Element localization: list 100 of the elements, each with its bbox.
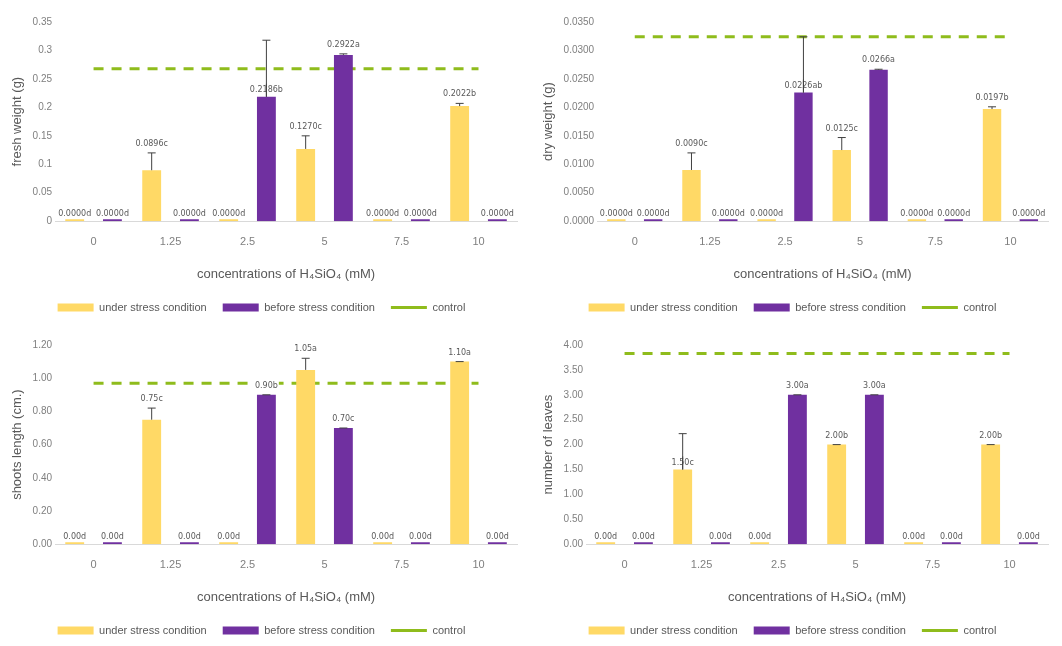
data-label: 0.00d [100,532,124,542]
y-tick-label: 0.25 [32,72,53,84]
data-label: 0.0000d [95,209,129,219]
data-label: 2.00b [825,430,849,440]
y-tick-label: 4.00 [563,338,584,350]
data-label: 0.0000d [403,209,437,219]
y-tick-label: 0.0000 [563,214,595,226]
data-label: 0.0000d [212,209,246,219]
data-label: 3.00a [786,380,809,390]
y-tick-label: 0.50 [563,513,584,525]
data-label: 0.0000d [900,209,934,219]
x-tick-label: 10 [472,234,485,247]
data-label: 0.0000d [58,209,92,219]
x-axis-title: concentrations of H₄SiO₄ (mM) [196,588,376,604]
y-axis-title: shoots length (cm.) [9,389,25,500]
legend-label: under stress condition [630,623,738,636]
y-tick-label: 0.15 [32,129,53,141]
data-label: 0.1270c [289,121,322,131]
legend-label: before stress condition [795,300,906,313]
y-axis-title: dry weight (g) [540,82,556,161]
y-tick-label: 0.60 [32,438,53,450]
x-tick-label: 1.25 [159,234,182,247]
x-tick-label: 0 [631,234,638,247]
data-label: 0.00d [631,532,655,542]
y-tick-label: 0.80 [32,405,53,417]
data-label: 0.00d [217,532,241,542]
y-axis-title: number of leaves [540,394,556,495]
legend-label: before stress condition [264,623,375,636]
legend-label: under stress condition [99,300,207,313]
x-tick-label: 2.5 [239,234,256,247]
data-label: 0.00d [939,532,963,542]
data-label: 0.0000d [480,209,514,219]
legend-label: control [963,300,997,313]
y-tick-label: 0.00 [32,537,53,549]
y-tick-label: 0 [46,214,53,226]
data-label: 0.0000d [172,209,206,219]
data-label: 0.70c [332,414,355,424]
x-tick-label: 10 [1004,234,1017,247]
x-tick-label: 2.5 [777,234,793,247]
y-tick-label: 0.0250 [563,72,595,84]
data-label: 0.0000d [750,209,784,219]
data-label: 0.0000d [599,209,633,219]
x-tick-label: 1.25 [699,234,721,247]
y-tick-label: 0.3 [38,44,53,56]
data-label: 0.0000d [636,209,670,219]
data-label: 0.0090c [675,138,708,148]
x-tick-label: 1.25 [690,557,713,570]
data-label: 0.00d [63,532,87,542]
data-label: 2.00b [979,430,1003,440]
data-label: 3.00a [863,380,886,390]
x-tick-label: 7.5 [927,234,943,247]
data-label: 0.00d [708,532,732,542]
legend-label: control [432,300,466,313]
y-tick-label: 1.20 [32,338,53,350]
data-label: 0.0896c [135,138,168,148]
x-tick-label: 0 [90,557,97,570]
y-axis-title: fresh weight (g) [9,76,25,167]
data-label: 0.00d [748,532,772,542]
y-tick-label: 0.35 [32,15,53,27]
x-tick-label: 7.5 [393,234,410,247]
y-tick-label: 0.0050 [563,186,595,198]
x-tick-label: 0 [90,234,97,247]
data-label: 0.00d [902,532,926,542]
legend-label: control [963,623,997,636]
legend-label: before stress condition [264,300,375,313]
x-tick-label: 7.5 [924,557,941,570]
x-tick-label: 5 [321,234,328,247]
x-axis-title: concentrations of H₄SiO₄ (mM) [727,588,907,604]
x-tick-label: 0 [621,557,628,570]
data-label: 0.00d [1016,532,1040,542]
y-tick-label: 0.20 [32,504,53,516]
y-tick-label: 0.40 [32,471,53,483]
x-tick-label: 7.5 [393,557,410,570]
data-label: 0.0000d [937,209,971,219]
x-tick-label: 2.5 [770,557,787,570]
y-tick-label: 0.0200 [563,101,595,113]
data-label: 0.75c [140,394,163,404]
y-tick-label: 3.50 [563,363,584,375]
data-label: 0.0000d [1012,209,1046,219]
x-axis-title: concentrations of H₄SiO₄ (mM) [196,265,376,281]
data-label: 0.00d [594,532,618,542]
x-tick-label: 1.25 [159,557,182,570]
y-tick-label: 2.00 [563,438,584,450]
x-tick-label: 5 [857,234,864,247]
legend-label: before stress condition [795,623,906,636]
y-tick-label: 1.00 [563,488,584,500]
y-tick-label: 2.50 [563,413,584,425]
y-tick-label: 0.0150 [563,129,595,141]
data-label: 0.0266a [862,55,896,65]
data-label: 0.0125c [825,123,858,133]
data-label: 1.05a [294,344,318,354]
y-tick-label: 0.1 [38,158,53,170]
data-label: 0.2022b [443,89,477,99]
x-tick-label: 5 [852,557,859,570]
data-label: 0.2922a [326,39,360,49]
data-label: 1.10a [448,347,472,357]
y-tick-label: 1.00 [32,371,53,383]
y-tick-label: 0.0350 [563,15,595,27]
data-label: 0.00d [177,532,201,542]
y-tick-label: 0.0300 [563,44,595,56]
